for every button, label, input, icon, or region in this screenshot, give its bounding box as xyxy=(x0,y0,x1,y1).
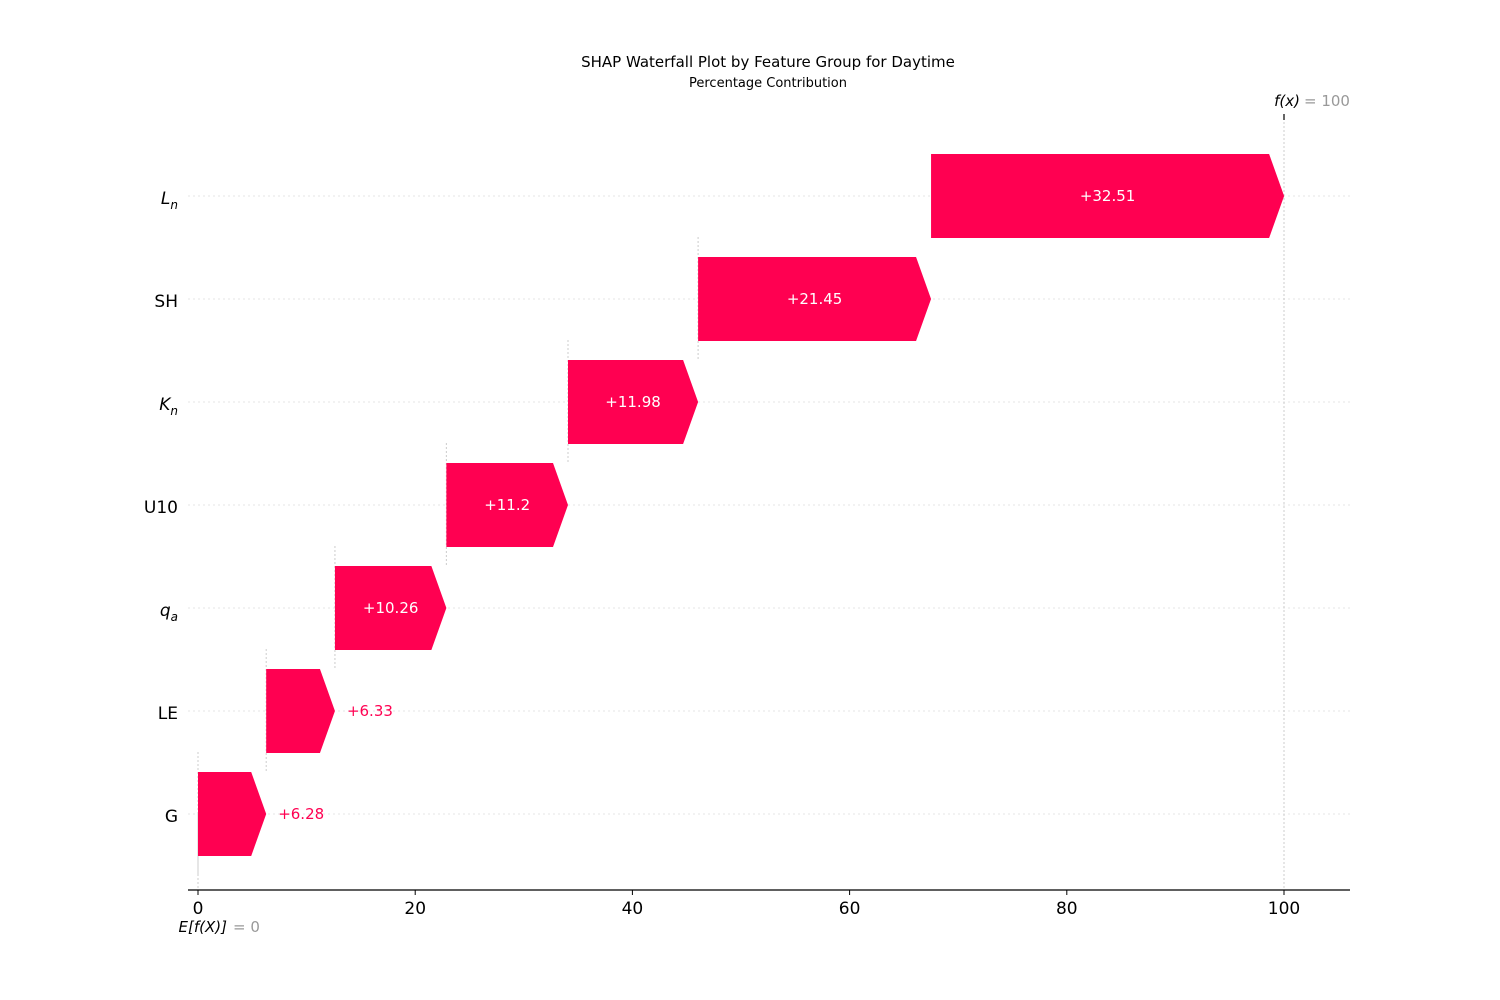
y-label-subscript: a xyxy=(171,610,178,624)
y-label-main: q xyxy=(160,601,171,621)
bars xyxy=(198,154,1285,856)
base-value-label: E[f(X)] xyxy=(179,918,228,936)
y-label-main: LE xyxy=(158,704,178,724)
annotations: +32.51 +21.45 +11.98 +11.2 +10.26 +6.33 +6.28 E… xyxy=(179,92,1350,936)
y-label: SH xyxy=(154,292,178,312)
bar-g xyxy=(198,772,267,856)
y-label-main: SH xyxy=(154,292,178,312)
value-label: +21.45 xyxy=(787,290,843,308)
y-axis-labels: Ln SH Kn U10 qa LE G xyxy=(144,189,178,827)
y-label: LE xyxy=(158,704,178,724)
y-label-subscript: n xyxy=(170,404,178,418)
bar-le xyxy=(266,669,335,753)
chart-subtitle: Percentage Contribution xyxy=(689,76,847,91)
value-label: +6.33 xyxy=(347,702,393,720)
y-label-main: U10 xyxy=(144,498,178,518)
bar-u10 xyxy=(446,463,569,547)
x-axis: 0 20 40 60 80 100 xyxy=(188,889,1350,919)
value-label: +10.26 xyxy=(363,599,419,617)
final-value-label: f(x) xyxy=(1274,92,1300,110)
chart-title: SHAP Waterfall Plot by Feature Group for… xyxy=(581,53,955,71)
y-label: G xyxy=(165,807,178,827)
x-tick-label: 0 xyxy=(193,899,204,919)
value-label: +6.28 xyxy=(278,805,324,823)
y-label-main: G xyxy=(165,807,178,827)
value-label: +32.51 xyxy=(1080,187,1136,205)
y-label: U10 xyxy=(144,498,178,518)
final-value-text: = 100 xyxy=(1304,92,1350,110)
y-label-subscript: n xyxy=(170,198,178,212)
y-label: Kn xyxy=(159,395,178,418)
x-tick-label: 100 xyxy=(1268,899,1300,919)
x-tick-label: 60 xyxy=(839,899,861,919)
y-label: Ln xyxy=(161,189,178,212)
x-tick-label: 40 xyxy=(622,899,644,919)
y-label-main: K xyxy=(159,395,172,415)
base-value-text: = 0 xyxy=(233,918,260,936)
x-tick-label: 20 xyxy=(404,899,426,919)
bar-qa xyxy=(334,566,447,650)
value-label: +11.2 xyxy=(484,496,530,514)
y-label: qa xyxy=(160,601,178,624)
y-label-main: L xyxy=(161,189,170,209)
value-label: +11.98 xyxy=(605,393,661,411)
bar-kn xyxy=(568,360,699,444)
bar-ln xyxy=(931,154,1285,238)
x-tick-label: 80 xyxy=(1056,899,1078,919)
bar-sh xyxy=(698,257,932,341)
